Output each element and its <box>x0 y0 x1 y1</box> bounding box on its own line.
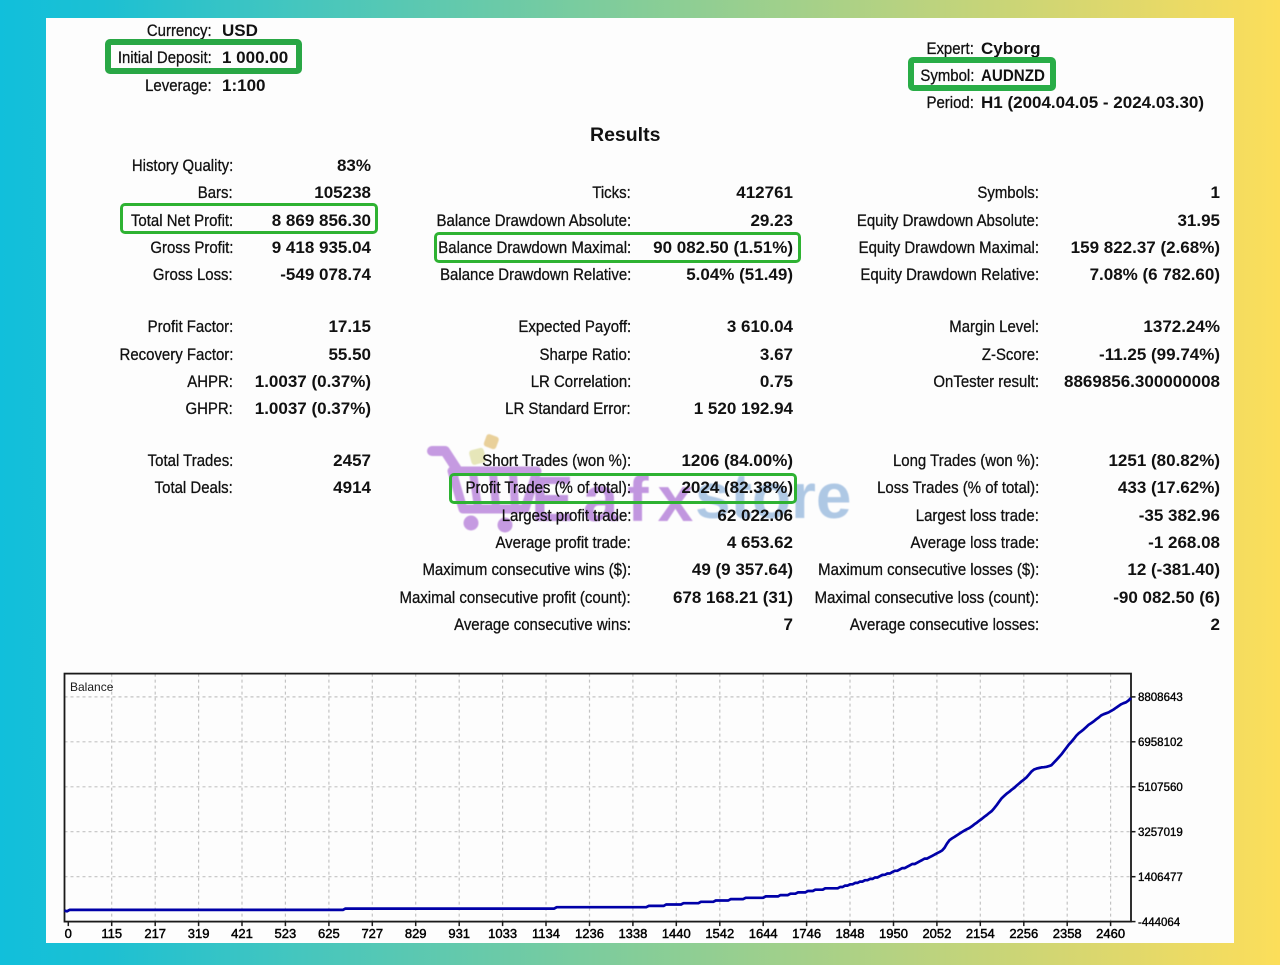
svg-text:5107560: 5107560 <box>1138 782 1183 794</box>
svg-text:2052: 2052 <box>922 926 951 941</box>
svg-text:1134: 1134 <box>532 926 560 941</box>
svg-text:625: 625 <box>318 926 340 941</box>
svg-text:1950: 1950 <box>879 926 908 941</box>
svg-text:0: 0 <box>65 926 72 941</box>
svg-text:421: 421 <box>231 926 253 941</box>
svg-text:-444064: -444064 <box>1138 917 1181 929</box>
svg-text:2256: 2256 <box>1009 926 1038 941</box>
svg-text:319: 319 <box>188 926 210 941</box>
svg-text:217: 217 <box>144 926 166 941</box>
svg-text:523: 523 <box>275 926 297 941</box>
svg-text:931: 931 <box>448 926 470 941</box>
svg-text:1746: 1746 <box>792 926 821 941</box>
svg-text:829: 829 <box>405 926 427 941</box>
svg-text:1236: 1236 <box>575 926 604 941</box>
svg-text:1440: 1440 <box>662 926 691 941</box>
svg-text:store: store <box>695 460 852 532</box>
svg-text:115: 115 <box>101 926 122 941</box>
svg-text:727: 727 <box>361 926 383 941</box>
svg-text:1542: 1542 <box>705 926 734 941</box>
svg-text:2358: 2358 <box>1053 926 1082 941</box>
svg-text:2460: 2460 <box>1096 926 1125 941</box>
svg-text:1033: 1033 <box>488 926 517 941</box>
svg-text:1338: 1338 <box>618 926 647 941</box>
svg-text:Balance: Balance <box>70 680 114 694</box>
svg-text:3257019: 3257019 <box>1138 827 1183 839</box>
svg-text:1406477: 1406477 <box>1138 872 1183 884</box>
svg-text:1848: 1848 <box>836 926 865 941</box>
svg-text:1644: 1644 <box>749 926 778 941</box>
svg-text:8808643: 8808643 <box>1138 692 1183 704</box>
svg-text:6958102: 6958102 <box>1138 737 1183 749</box>
svg-text:2154: 2154 <box>966 926 995 941</box>
